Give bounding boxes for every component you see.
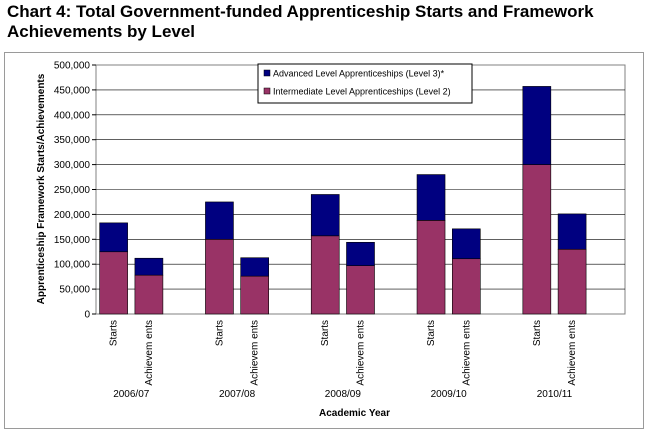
- y-tick-label: 500,000: [54, 61, 91, 72]
- bar-segment-intermediate: [99, 251, 128, 315]
- bar-segment-intermediate: [346, 265, 375, 315]
- chart-frame: [4, 52, 644, 429]
- bar-segment-advanced: [310, 194, 340, 237]
- chart-title: Chart 4: Total Government-funded Apprent…: [7, 2, 594, 41]
- y-tick-label: 0: [84, 310, 90, 321]
- year-label: 2006/07: [113, 389, 150, 400]
- bar-segment-intermediate: [557, 248, 587, 315]
- bar-category-label: Achievem ents: [356, 320, 367, 386]
- bar-segment-intermediate: [134, 274, 164, 315]
- y-tick-label: 250,000: [54, 185, 91, 196]
- legend-label: Intermediate Level Apprenticeships (Leve…: [273, 87, 451, 97]
- y-tick-label: 100,000: [54, 260, 91, 271]
- year-label: 2007/08: [219, 389, 256, 400]
- bar-segment-intermediate: [240, 275, 269, 315]
- bar-segment-advanced: [522, 86, 552, 165]
- year-label: 2010/11: [537, 389, 573, 400]
- bar-segment-advanced: [451, 228, 481, 260]
- bar-category-label: Starts: [109, 320, 120, 346]
- bar-category-label: Achievem ents: [461, 320, 472, 386]
- bar-segment-intermediate: [310, 235, 340, 315]
- bar-category-label: Starts: [214, 320, 225, 346]
- legend-swatch: [263, 87, 271, 95]
- bar-segment-advanced: [205, 201, 234, 240]
- x-axis-title: Academic Year: [319, 408, 390, 419]
- bar-category-label: Starts: [426, 320, 437, 346]
- bar-segment-intermediate: [416, 220, 446, 315]
- y-tick-label: 50,000: [59, 285, 90, 296]
- year-label: 2009/10: [431, 389, 468, 400]
- y-tick-label: 400,000: [54, 110, 91, 121]
- bar-segment-intermediate: [451, 258, 481, 315]
- year-label: 2008/09: [325, 389, 362, 400]
- y-tick-label: 450,000: [54, 85, 91, 96]
- bar-segment-advanced: [416, 174, 446, 221]
- bar-segment-advanced: [346, 241, 375, 266]
- bar-segment-advanced: [134, 257, 164, 276]
- bar-category-label: Starts: [532, 320, 543, 346]
- y-tick-label: 350,000: [54, 135, 91, 146]
- bar-category-label: Achievem ents: [567, 320, 578, 386]
- bar-segment-advanced: [240, 257, 269, 277]
- y-tick-label: 300,000: [54, 160, 91, 171]
- bar-category-label: Achievem ents: [250, 320, 261, 386]
- legend-label: Advanced Level Apprenticeships (Level 3)…: [273, 69, 445, 79]
- bar-segment-intermediate: [522, 164, 552, 315]
- bar-category-label: Starts: [320, 320, 331, 346]
- y-tick-label: 150,000: [54, 235, 91, 246]
- bar-segment-advanced: [99, 222, 128, 253]
- y-tick-label: 200,000: [54, 210, 91, 221]
- y-axis-title: Apprenticeship Framework Starts/Achievem…: [36, 73, 47, 304]
- bar-category-label: Achievem ents: [144, 320, 155, 386]
- bar-segment-intermediate: [205, 239, 234, 315]
- legend-box: [257, 63, 473, 104]
- bar-segment-advanced: [557, 213, 587, 250]
- legend-swatch: [263, 69, 271, 77]
